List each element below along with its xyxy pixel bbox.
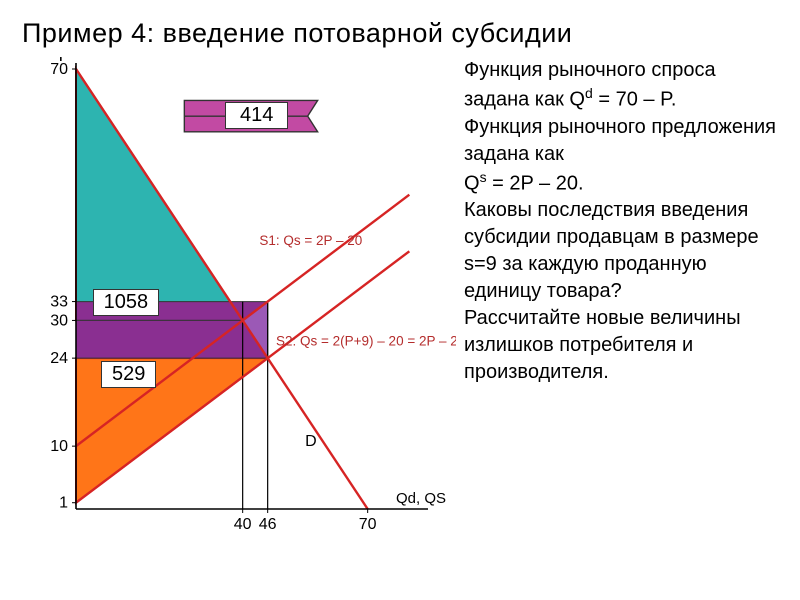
svg-text:33: 33 [50, 294, 68, 311]
svg-text:70: 70 [359, 516, 377, 533]
svg-text:46: 46 [259, 516, 277, 533]
svg-text:Qd, QS: Qd, QS [396, 490, 446, 507]
chart-area: 70333024101404670PQd, QSDS1: Qs = 2P – 2… [16, 57, 456, 552]
svg-text:30: 30 [50, 312, 68, 329]
value-box-1058: 1058 [93, 289, 160, 316]
svg-text:S1: Qs = 2P – 20: S1: Qs = 2P – 20 [259, 233, 362, 248]
svg-text:10: 10 [50, 438, 68, 455]
text-line: Рассчитайте новые величины излишков потр… [464, 307, 741, 383]
problem-text: Функция рыночного спроса задана как Qd =… [456, 57, 784, 552]
text-line: Каковы последствия введения субсидии про… [464, 199, 759, 302]
text-line: = 70 – P. [593, 89, 677, 111]
sup: d [585, 85, 593, 101]
value-box-529: 529 [101, 361, 156, 388]
value-box-414: 414 [225, 102, 288, 129]
slide-title: Пример 4: введение потоварной субсидии [0, 0, 800, 49]
svg-text:S2: Qs = 2(P+9) – 20 = 2P – 2: S2: Qs = 2(P+9) – 20 = 2P – 2 [276, 334, 456, 349]
svg-text:40: 40 [234, 516, 252, 533]
text-line: Q [464, 172, 480, 194]
subsidy-chart: 70333024101404670PQd, QSDS1: Qs = 2P – 2… [16, 57, 456, 547]
svg-text:24: 24 [50, 350, 68, 367]
svg-text:D: D [305, 433, 317, 450]
svg-text:1: 1 [59, 495, 68, 512]
svg-text:P: P [59, 57, 70, 65]
sup: s [480, 169, 487, 185]
text-line: Функция рыночного предложения задана как [464, 116, 776, 165]
text-line: = 2P – 20. [487, 172, 584, 194]
